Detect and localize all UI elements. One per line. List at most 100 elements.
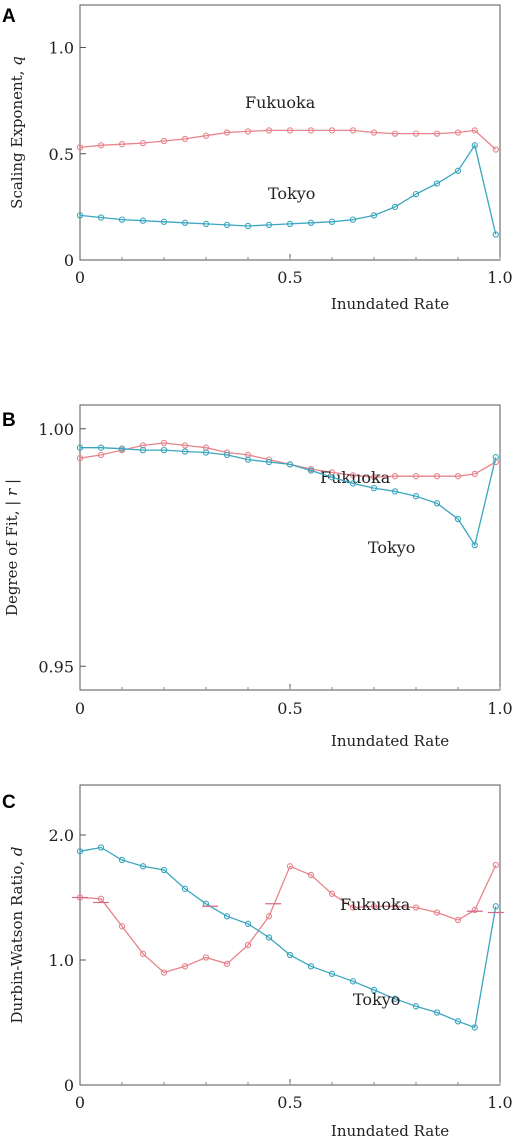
series-line-fukuoka (79, 864, 497, 974)
data-point-tokyo (471, 541, 478, 549)
data-point-fukuoka (412, 904, 420, 911)
data-point-fukuoka (223, 129, 231, 136)
data-point-tokyo (76, 212, 84, 219)
data-point-tokyo (433, 1009, 441, 1016)
data-point-tokyo (160, 446, 168, 454)
data-point-fukuoka (433, 909, 441, 916)
data-point-tokyo (370, 986, 378, 994)
data-point-tokyo (202, 220, 210, 228)
data-point-tokyo (265, 221, 273, 229)
y-tick-label: 1.0 (49, 951, 74, 970)
data-point-fukuoka (97, 451, 105, 459)
data-point-fukuoka (433, 130, 441, 137)
data-point-fukuoka (139, 139, 147, 147)
data-point-tokyo (118, 445, 126, 452)
y-tick-label: 1.00 (38, 420, 74, 439)
data-point-fukuoka (160, 969, 168, 976)
data-point-fukuoka (370, 903, 378, 910)
data-point-tokyo (97, 844, 105, 851)
data-point-tokyo (471, 142, 478, 149)
panel-letter-a: A (2, 6, 16, 27)
data-point-tokyo (223, 913, 231, 920)
data-point-fukuoka (492, 861, 499, 869)
data-point-tokyo (265, 458, 273, 466)
data-point-fukuoka (391, 903, 399, 910)
data-point-tokyo (139, 863, 147, 870)
data-point-tokyo (391, 203, 399, 211)
data-point-tokyo (370, 484, 378, 492)
x-tick-label: 1.0 (487, 699, 512, 718)
series-label-fukuoka: Fukuoka (245, 93, 316, 112)
data-point-tokyo (307, 219, 315, 226)
data-point-fukuoka (492, 146, 499, 153)
data-point-tokyo (244, 920, 252, 927)
data-point-fukuoka (265, 127, 273, 134)
data-point-tokyo (286, 951, 294, 959)
data-point-fukuoka (181, 963, 189, 970)
data-point-fukuoka (118, 141, 126, 148)
data-point-fukuoka (202, 132, 210, 139)
data-point-fukuoka (160, 137, 168, 145)
data-point-fukuoka (454, 916, 462, 924)
data-point-tokyo (265, 934, 273, 941)
data-point-fukuoka (471, 906, 478, 914)
data-point-fukuoka (307, 871, 315, 879)
x-tick-label: 0.5 (277, 268, 302, 287)
data-point-fukuoka (181, 442, 189, 449)
data-point-fukuoka (97, 142, 105, 149)
data-point-fukuoka (412, 130, 420, 137)
data-point-tokyo (181, 448, 189, 455)
data-point-fukuoka (286, 863, 294, 870)
series-label-tokyo: Tokyo (353, 990, 400, 1009)
y-tick-label: 0 (64, 251, 74, 270)
data-point-tokyo (97, 214, 105, 221)
series-label-tokyo: Tokyo (268, 184, 315, 203)
series-line-tokyo (79, 143, 497, 235)
data-point-fukuoka (391, 130, 399, 137)
y-axis-title: Scaling Exponent, q (8, 56, 26, 209)
data-point-tokyo (328, 474, 336, 481)
series-label-fukuoka: Fukuoka (320, 468, 391, 487)
x-axis-title: Inundated Rate (331, 732, 449, 750)
data-point-tokyo (223, 221, 231, 229)
data-point-tokyo (412, 190, 420, 198)
series-line-fukuoka (79, 129, 497, 150)
data-point-fukuoka (223, 960, 231, 967)
data-point-tokyo (307, 963, 315, 970)
data-point-tokyo (370, 212, 378, 219)
data-point-tokyo (202, 449, 210, 456)
x-tick-label: 0.5 (277, 1093, 302, 1112)
data-point-tokyo (181, 219, 189, 226)
data-point-tokyo (492, 903, 499, 910)
data-point-fukuoka (471, 470, 478, 478)
x-axis-title: Inundated Rate (331, 295, 449, 313)
data-point-tokyo (118, 216, 126, 223)
y-tick-label: 0.95 (38, 657, 74, 676)
data-point-fukuoka (76, 144, 84, 151)
data-point-tokyo (181, 885, 189, 892)
data-point-fukuoka (412, 473, 420, 480)
x-tick-label: 1.0 (487, 1093, 512, 1112)
series-label-tokyo: Tokyo (368, 538, 415, 557)
y-axis-symbol: | r | (3, 479, 21, 506)
data-point-tokyo (139, 446, 147, 454)
data-point-tokyo (139, 217, 147, 224)
data-point-tokyo (454, 1018, 462, 1025)
data-point-fukuoka (433, 473, 441, 480)
data-point-fukuoka (349, 904, 357, 911)
x-tick-label: 0 (75, 268, 85, 287)
data-point-fukuoka (139, 950, 147, 957)
data-point-fukuoka (454, 129, 462, 136)
data-point-tokyo (307, 467, 315, 474)
data-point-fukuoka (471, 127, 478, 134)
data-point-fukuoka (202, 954, 210, 961)
data-point-tokyo (349, 978, 357, 985)
data-point-fukuoka (97, 895, 105, 902)
y-tick-label: 2.0 (49, 826, 74, 845)
panel-c: C Durbin-Watson Ratio, d Inundated Rate … (2, 784, 513, 1140)
data-point-fukuoka (370, 129, 378, 136)
data-point-fukuoka (370, 474, 378, 481)
data-point-tokyo (118, 856, 126, 864)
data-point-tokyo (349, 480, 357, 487)
